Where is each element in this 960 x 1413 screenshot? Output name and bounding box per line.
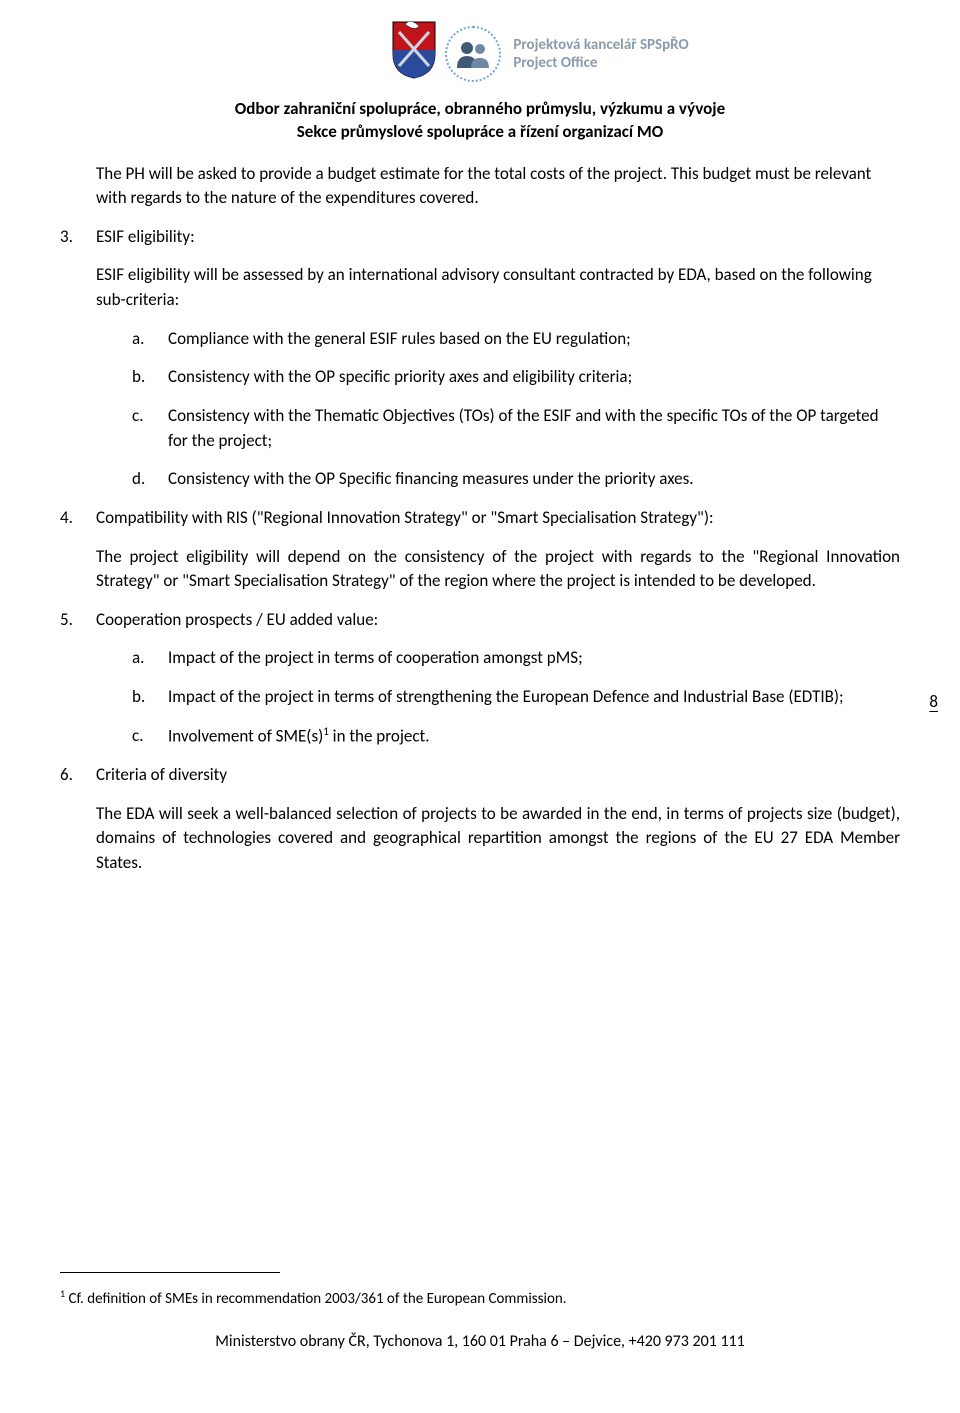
lead-paragraph: The PH will be asked to provide a budget… xyxy=(96,162,900,211)
footnote: 1 Cf. definition of SMEs in recommendati… xyxy=(60,1287,900,1311)
item-3-title: ESIF eligibility: xyxy=(96,226,195,247)
logo-text-line2: Project Office xyxy=(513,54,688,72)
item-3-sublist: Compliance with the general ESIF rules b… xyxy=(132,327,900,492)
item-4: Compatibility with RIS ("Regional Innova… xyxy=(60,506,900,594)
header-title: Odbor zahraniční spolupráce, obranného p… xyxy=(60,98,900,144)
footnote-separator xyxy=(60,1272,280,1273)
item-6-body: The EDA will seek a well-balanced select… xyxy=(96,802,900,876)
shield-icon xyxy=(391,20,437,88)
item-3d: Consistency with the OP Specific financi… xyxy=(132,467,900,492)
item-3b: Consistency with the OP specific priorit… xyxy=(132,365,900,390)
header-logo-row: Projektová kancelář SPSpŘO Project Offic… xyxy=(60,20,900,88)
item-5-title: Cooperation prospects / EU added value: xyxy=(96,609,378,630)
item-6-title: Criteria of diversity xyxy=(96,764,227,785)
item-3a: Compliance with the general ESIF rules b… xyxy=(132,327,900,352)
item-3-body: ESIF eligibility will be assessed by an … xyxy=(96,263,900,312)
item-5-sublist: Impact of the project in terms of cooper… xyxy=(132,646,900,749)
header-title-line2: Sekce průmyslové spolupráce a řízení org… xyxy=(60,121,900,144)
header-title-line1: Odbor zahraniční spolupráce, obranného p… xyxy=(60,98,900,121)
item-6: Criteria of diversity The EDA will seek … xyxy=(60,763,900,876)
logo-text-line1: Projektová kancelář SPSpŘO xyxy=(513,36,688,54)
item-4-title: Compatibility with RIS ("Regional Innova… xyxy=(96,507,714,528)
page: Projektová kancelář SPSpŘO Project Offic… xyxy=(0,0,960,876)
logo-text: Projektová kancelář SPSpŘO Project Offic… xyxy=(513,36,688,72)
item-5c-post: in the project. xyxy=(329,725,430,746)
item-5b: Impact of the project in terms of streng… xyxy=(132,685,900,710)
page-number: 8 xyxy=(929,690,938,715)
people-circle-icon xyxy=(445,26,501,82)
item-3c: Consistency with the Thematic Objectives… xyxy=(132,404,900,453)
numbered-list: ESIF eligibility: ESIF eligibility will … xyxy=(60,225,900,876)
item-3: ESIF eligibility: ESIF eligibility will … xyxy=(60,225,900,492)
item-5: Cooperation prospects / EU added value: … xyxy=(60,608,900,749)
item-4-body: The project eligibility will depend on t… xyxy=(96,545,900,594)
footer: Ministerstvo obrany ČR, Tychonova 1, 160… xyxy=(0,1330,960,1353)
item-5a: Impact of the project in terms of cooper… xyxy=(132,646,900,671)
item-5c-pre: Involvement of SME(s) xyxy=(168,725,323,746)
item-5c: Involvement of SME(s)1 in the project. xyxy=(132,724,900,749)
footnote-text: Cf. definition of SMEs in recommendation… xyxy=(65,1290,566,1308)
